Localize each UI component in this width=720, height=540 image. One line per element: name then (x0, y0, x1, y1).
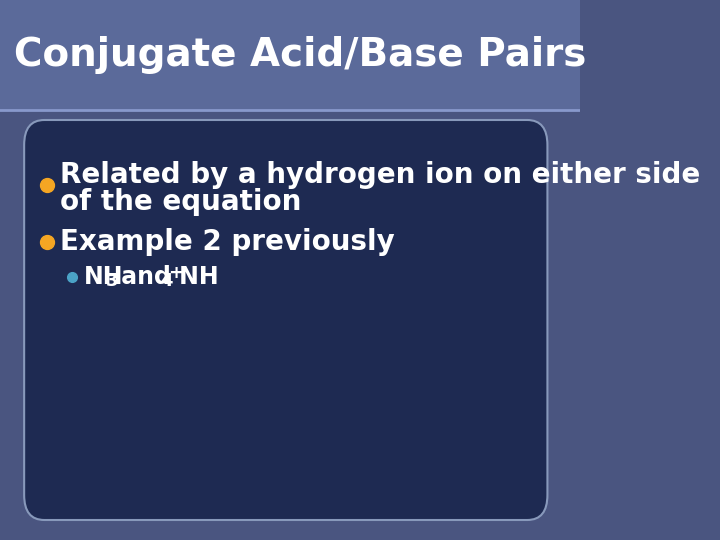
Text: Example 2 previously: Example 2 previously (60, 228, 395, 256)
Text: Conjugate Acid/Base Pairs: Conjugate Acid/Base Pairs (14, 36, 587, 74)
Text: NH: NH (84, 265, 123, 289)
Text: 4: 4 (161, 272, 173, 290)
FancyBboxPatch shape (0, 0, 580, 110)
Text: and NH: and NH (113, 265, 218, 289)
Text: Related by a hydrogen ion on either side: Related by a hydrogen ion on either side (60, 161, 701, 189)
Text: +: + (168, 264, 184, 282)
Text: of the equation: of the equation (60, 188, 302, 216)
Text: 3: 3 (107, 272, 119, 290)
FancyBboxPatch shape (24, 120, 547, 520)
